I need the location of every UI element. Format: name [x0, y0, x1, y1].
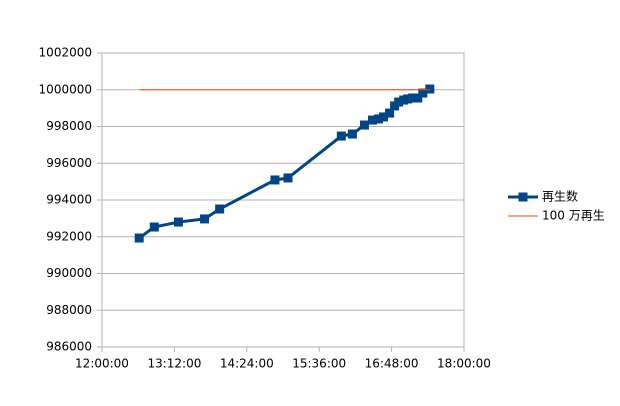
- legend-marker: [518, 192, 528, 202]
- y-tick-label: 1000000: [39, 82, 92, 96]
- y-tick-label: 992000: [46, 229, 92, 243]
- y-tick-label: 996000: [46, 156, 92, 170]
- y-tick-label: 990000: [46, 266, 92, 280]
- marker: [270, 175, 280, 185]
- marker: [173, 217, 183, 227]
- x-tick-label: 13:12:00: [147, 357, 201, 371]
- marker: [149, 222, 159, 232]
- marker: [134, 233, 144, 243]
- marker: [374, 114, 384, 124]
- x-tick-label: 14:24:00: [220, 357, 274, 371]
- marker: [379, 112, 389, 122]
- x-tick-label: 18:00:00: [437, 357, 491, 371]
- y-tick-label: 994000: [46, 193, 92, 207]
- marker: [408, 93, 418, 103]
- marker: [394, 97, 404, 107]
- marker: [385, 108, 395, 118]
- marker: [347, 129, 357, 139]
- marker: [367, 115, 377, 125]
- marker: [200, 214, 210, 224]
- legend-label: 再生数: [542, 189, 578, 204]
- marker: [418, 88, 428, 98]
- marker: [336, 131, 346, 141]
- marker: [413, 93, 423, 103]
- y-tick-label: 986000: [46, 340, 92, 354]
- x-tick-label: 16:48:00: [365, 357, 419, 371]
- y-tick-label: 1002000: [39, 46, 92, 60]
- y-tick-label: 988000: [46, 303, 92, 317]
- marker: [403, 94, 413, 104]
- x-tick-label: 12:00:00: [75, 357, 129, 371]
- marker: [283, 173, 293, 183]
- marker: [359, 120, 369, 130]
- x-tick-label: 15:36:00: [292, 357, 346, 371]
- legend-label: 100 万再生: [542, 209, 605, 223]
- plot-frame: [101, 52, 465, 348]
- marker: [425, 84, 435, 94]
- y-tick-label: 998000: [46, 119, 92, 133]
- marker: [215, 204, 225, 214]
